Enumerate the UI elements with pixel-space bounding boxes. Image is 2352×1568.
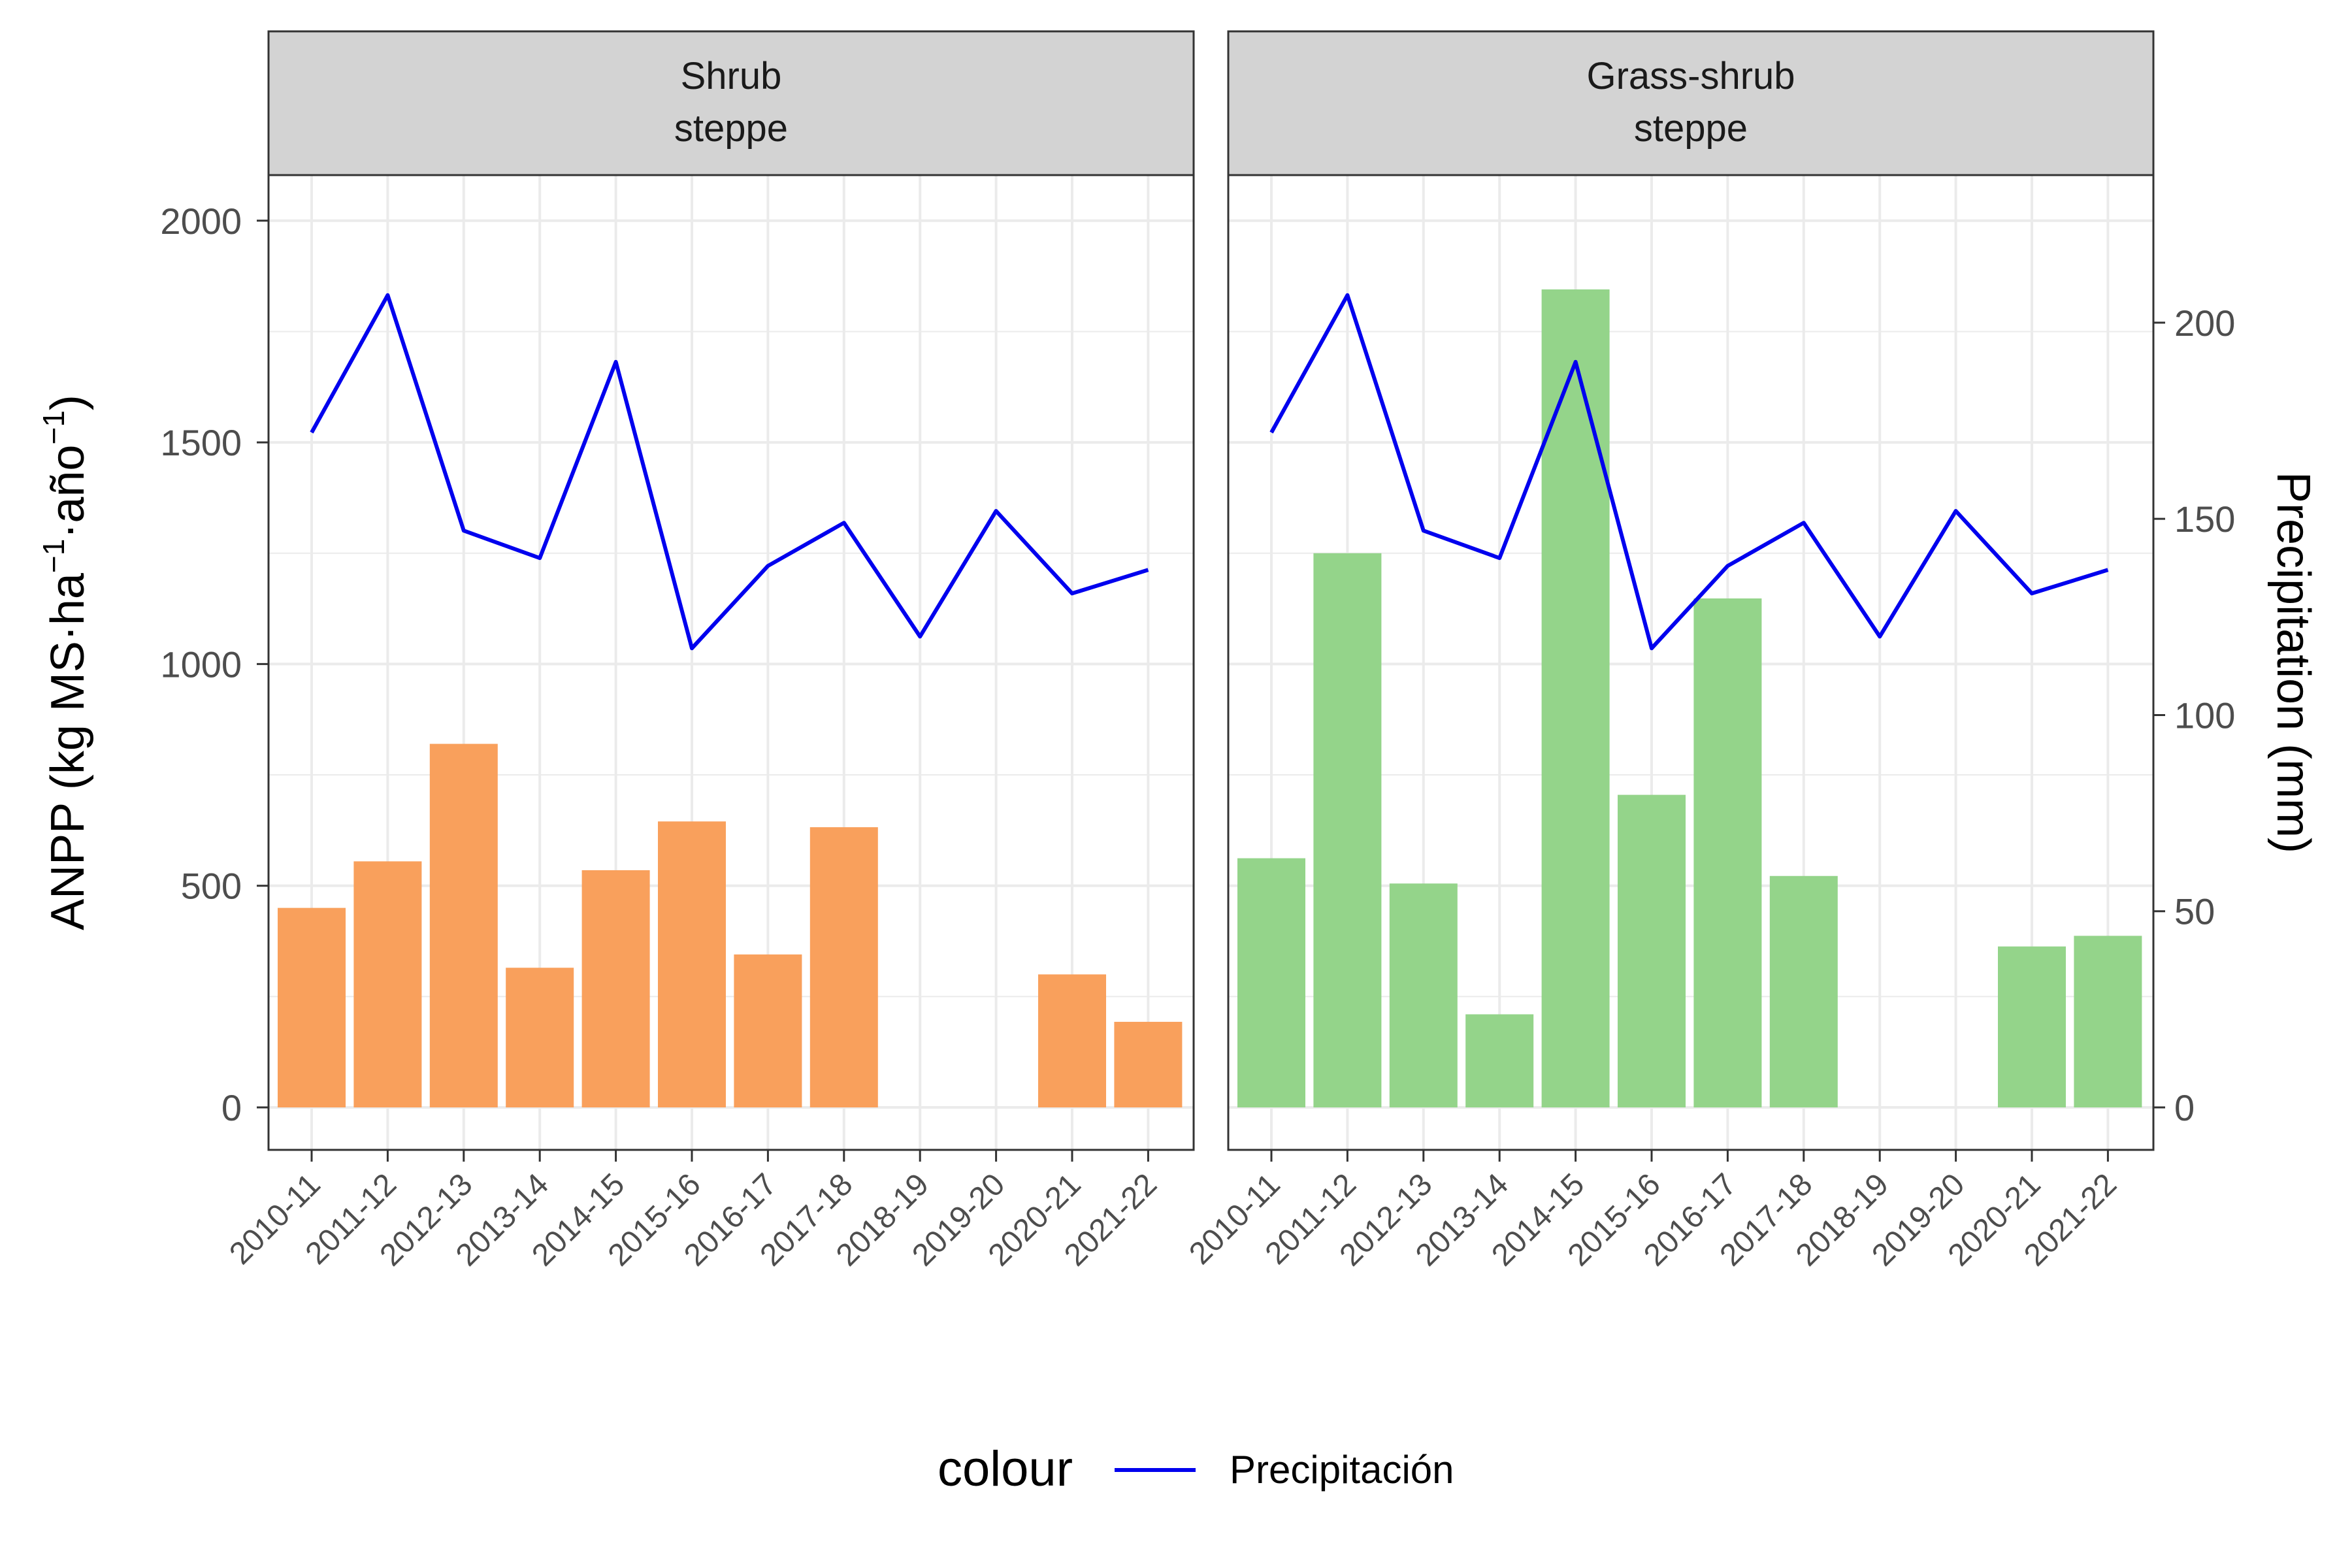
panel-strip (267, 30, 1195, 176)
left-tick-label: 500 (181, 866, 242, 907)
right-tick-label: 150 (2174, 498, 2235, 540)
right-axis-label: Precipitation (mm) (2267, 472, 2319, 853)
left-axis-label: ANPP (kg MS·ha−1·año−1) (37, 395, 94, 930)
legend-label-precipitacion: Precipitación (1230, 1448, 1454, 1492)
bar-2014-15 (581, 870, 650, 1107)
bar-2010-11 (1237, 858, 1305, 1107)
bar-2012-13 (1389, 883, 1458, 1107)
left-y-axis: 0 500 1000 1500 2000 (160, 201, 269, 1128)
right-tick-label: 200 (2174, 302, 2235, 344)
bar-2016-17 (734, 954, 802, 1107)
bar-2015-16 (1618, 794, 1686, 1107)
panel-strip (1227, 30, 2155, 176)
bar-2014-15 (1541, 289, 1610, 1107)
left-tick-label: 2000 (160, 201, 242, 242)
panel-bars (278, 743, 1183, 1107)
right-y-axis: 0 50 100 150 200 (2153, 302, 2235, 1128)
right-tick-label: 50 (2174, 891, 2215, 932)
panel-precipitation-line (310, 293, 1149, 651)
panel-bars (1237, 289, 2142, 1107)
legend: colour Precipitación (938, 1441, 1454, 1497)
bar-2011-12 (353, 861, 422, 1107)
panel-frame (267, 174, 1195, 1151)
bar-2012-13 (429, 743, 498, 1107)
bar-2016-17 (1693, 598, 1762, 1107)
panel-title-line2: steppe (1634, 107, 1748, 150)
right-tick-label: 0 (2174, 1087, 2195, 1128)
bar-2011-12 (1313, 553, 1382, 1107)
bar-2020-21 (1998, 946, 2066, 1107)
bar-2021-22 (2074, 936, 2142, 1107)
precipitation-series (1269, 293, 2109, 651)
panel-title-line1: Grass-shrub (1586, 55, 1795, 97)
left-tick-label: 1000 (160, 644, 242, 685)
bar-2020-21 (1038, 974, 1106, 1107)
panel-precipitation-line (1269, 293, 2109, 651)
left-tick-label: 0 (221, 1087, 242, 1128)
panel-title-line1: Shrub (681, 55, 782, 97)
bar-2013-14 (1465, 1014, 1534, 1107)
bar-2021-22 (1114, 1022, 1183, 1107)
panel-frame (1227, 174, 2155, 1151)
right-tick-label: 100 (2174, 694, 2235, 736)
bar-2010-11 (278, 907, 346, 1107)
left-tick-label: 1500 (160, 422, 242, 463)
bar-2017-18 (809, 827, 878, 1107)
precipitation-series (310, 293, 1149, 651)
bar-2015-16 (658, 821, 726, 1107)
bar-2013-14 (506, 968, 574, 1107)
bar-2017-18 (1769, 875, 1838, 1107)
panel-title-line2: steppe (674, 107, 788, 150)
legend-title: colour (938, 1441, 1073, 1497)
